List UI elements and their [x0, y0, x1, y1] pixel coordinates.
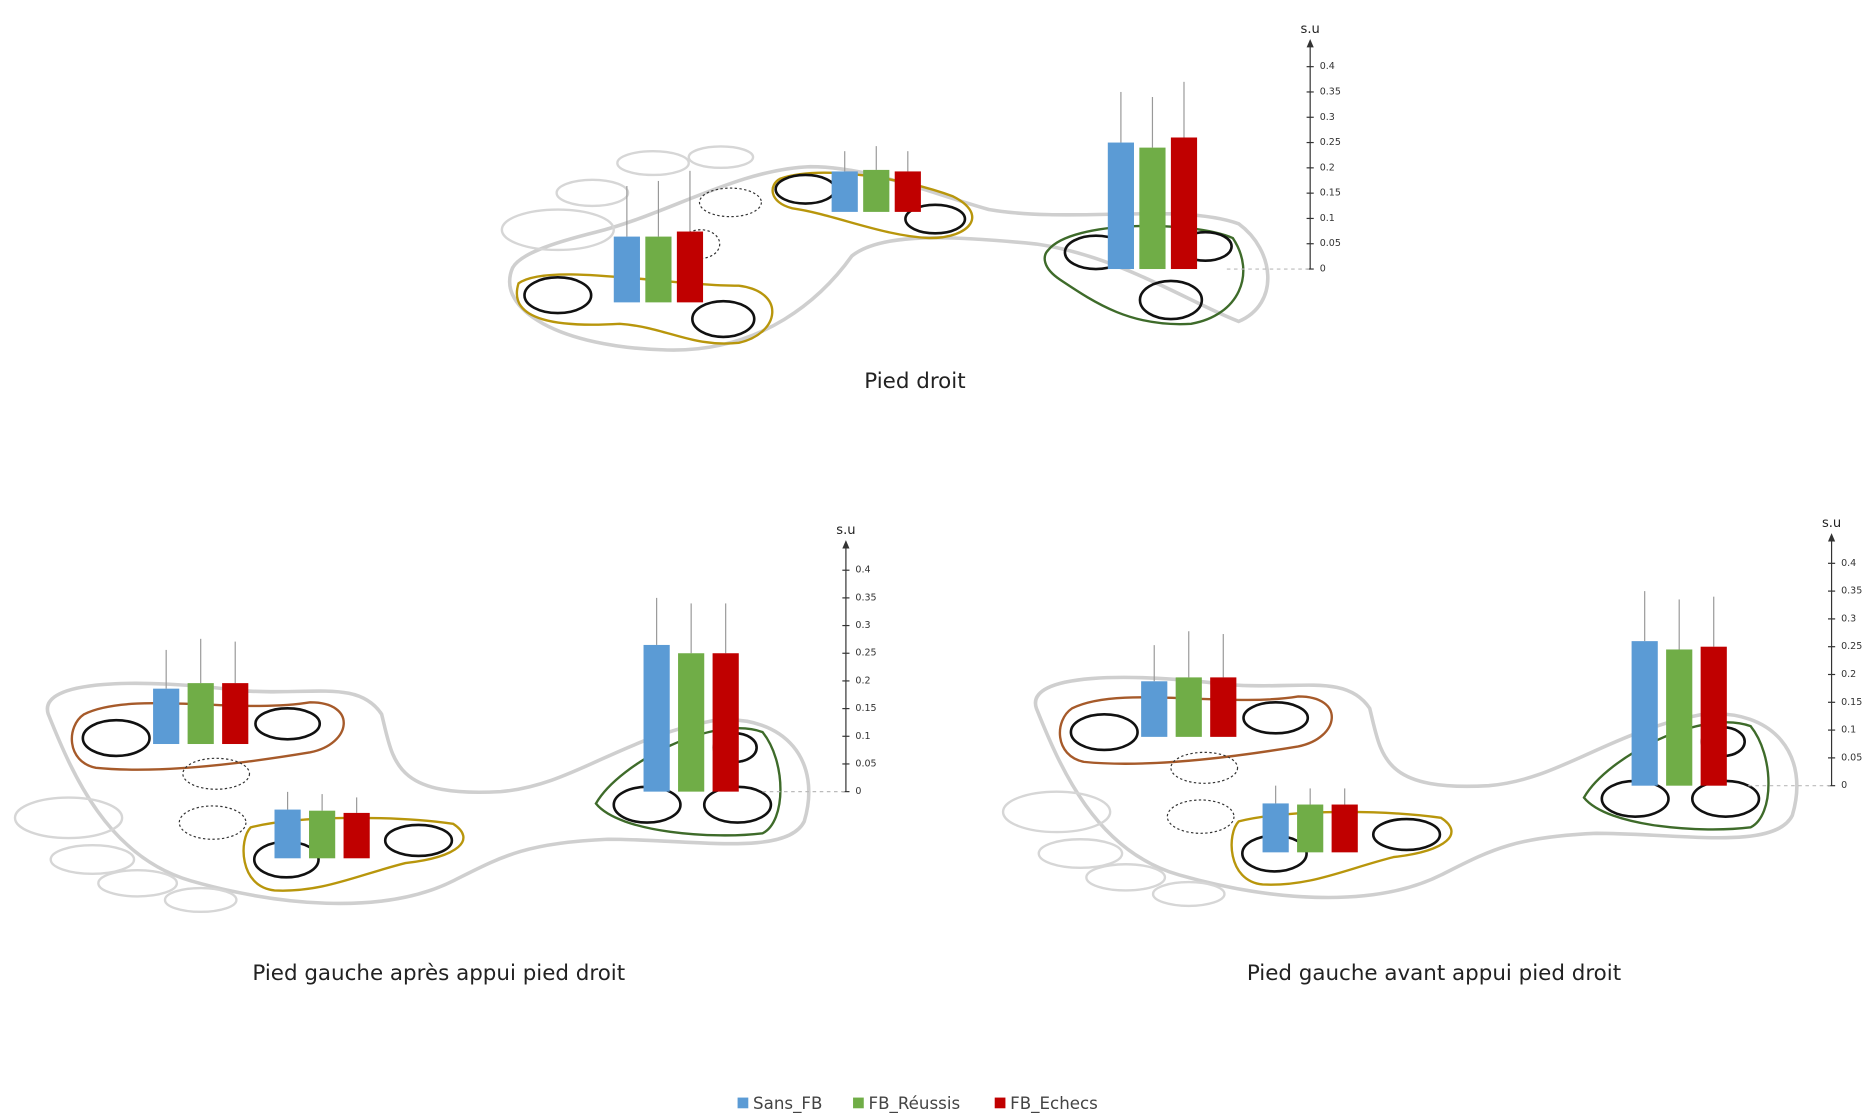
y-tick-label: 0.05	[1841, 752, 1862, 763]
y-axis-label: s.u	[836, 523, 855, 538]
y-tick-label: 0.3	[1320, 112, 1335, 123]
y-tick-label: 0.3	[855, 620, 870, 631]
legend-label: Sans_FB	[753, 1094, 822, 1114]
bar	[187, 683, 214, 745]
bar	[343, 812, 370, 859]
y-tick-label: 0.05	[1320, 238, 1341, 249]
legend-label: FB_Echecs	[1010, 1094, 1098, 1114]
bar	[1210, 677, 1237, 737]
bar	[643, 644, 670, 792]
bar	[1175, 677, 1202, 737]
y-tick-label: 0.35	[1841, 586, 1862, 597]
legend-label: FB_Réussis	[869, 1094, 961, 1114]
y-axis-label: s.u	[1301, 22, 1320, 37]
bar	[153, 688, 180, 745]
y-tick-label: 0.3	[1841, 613, 1856, 624]
bar	[894, 171, 921, 212]
bar	[1331, 804, 1358, 853]
y-tick-label: 0.2	[855, 675, 870, 686]
bar	[274, 809, 301, 859]
bar	[309, 810, 336, 859]
y-tick-label: 0.15	[1320, 188, 1341, 199]
panel-caption: Pied gauche après appui pied droit	[252, 961, 625, 986]
panel-caption: Pied gauche avant appui pied droit	[1247, 961, 1621, 986]
bar	[1631, 641, 1658, 786]
bar	[222, 683, 249, 745]
y-tick-label: 0	[1841, 780, 1847, 791]
y-tick-label: 0	[1320, 264, 1326, 275]
y-tick-label: 0.25	[1841, 641, 1862, 652]
bar	[678, 653, 705, 792]
axis-arrow	[842, 540, 850, 549]
bar	[1107, 142, 1134, 270]
y-tick-label: 0.05	[855, 758, 876, 769]
bar	[1262, 803, 1289, 853]
bar	[1139, 147, 1166, 270]
y-tick-label: 0.35	[855, 592, 876, 603]
bar	[831, 171, 858, 212]
bar	[613, 236, 640, 303]
y-tick-label: 0.1	[1320, 213, 1335, 224]
y-tick-label: 0.2	[1841, 669, 1856, 680]
y-axis-label: s.u	[1822, 516, 1841, 531]
bar	[645, 236, 672, 303]
y-tick-label: 0.25	[1320, 137, 1341, 148]
panel-caption: Pied droit	[864, 369, 965, 394]
y-tick-label: 0.15	[855, 703, 876, 714]
y-tick-label: 0	[855, 786, 861, 797]
y-tick-label: 0.1	[855, 731, 870, 742]
bar	[1297, 804, 1324, 853]
bar	[863, 169, 890, 212]
bar	[676, 231, 704, 303]
y-tick-label: 0.4	[1320, 61, 1335, 72]
bar	[1170, 137, 1198, 270]
y-tick-label: 0.25	[855, 648, 876, 659]
legend-swatch	[737, 1097, 749, 1109]
bar	[712, 653, 739, 792]
y-tick-label: 0.4	[1841, 558, 1856, 569]
bar	[1666, 649, 1693, 786]
legend-swatch	[853, 1097, 864, 1109]
axis-arrow	[1306, 38, 1314, 48]
y-tick-label: 0.1	[1841, 725, 1856, 736]
y-tick-label: 0.35	[1320, 86, 1341, 97]
bar	[1700, 646, 1727, 786]
axis-arrow	[1828, 533, 1836, 542]
y-tick-label: 0.15	[1841, 697, 1862, 708]
bar	[1141, 681, 1168, 737]
y-tick-label: 0.2	[1320, 162, 1335, 173]
legend-swatch	[994, 1097, 1006, 1109]
y-tick-label: 0.4	[855, 565, 870, 576]
